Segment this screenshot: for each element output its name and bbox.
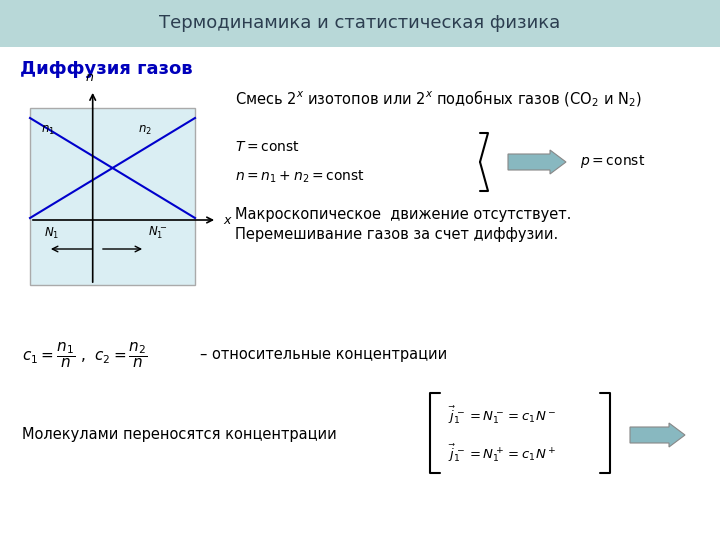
Text: $N_1^-$: $N_1^-$	[148, 225, 167, 241]
Text: $c_1 = \dfrac{n_1}{n}$ ,  $c_2 = \dfrac{n_2}{n}$: $c_1 = \dfrac{n_1}{n}$ , $c_2 = \dfrac{n…	[22, 340, 148, 370]
Text: Молекулами переносятся концентрации: Молекулами переносятся концентрации	[22, 428, 337, 442]
Text: Макроскопическое  движение отсутствует.: Макроскопическое движение отсутствует.	[235, 207, 572, 222]
Text: $\vec{j}_1^{\,-} = N_1^- = c_1 N^-$: $\vec{j}_1^{\,-} = N_1^- = c_1 N^-$	[448, 404, 557, 426]
Text: Перемешивание газов за счет диффузии.: Перемешивание газов за счет диффузии.	[235, 227, 558, 242]
Bar	[30, 108, 195, 285]
Text: Диффузия газов: Диффузия газов	[20, 60, 193, 78]
Text: $p = \mathrm{const}$: $p = \mathrm{const}$	[580, 153, 645, 171]
Text: $n = n_1 + n_2 = \mathrm{const}$: $n = n_1 + n_2 = \mathrm{const}$	[235, 169, 365, 185]
Text: – относительные концентрации: – относительные концентрации	[200, 348, 447, 362]
FancyArrow shape	[508, 150, 566, 174]
Text: $n$: $n$	[85, 71, 94, 84]
Text: $n_1$: $n_1$	[41, 124, 55, 137]
Text: $\vec{j}_1^{\,-} = N_1^+ = c_1 N^+$: $\vec{j}_1^{\,-} = N_1^+ = c_1 N^+$	[448, 442, 557, 464]
Text: Смесь $2^x$ изотопов или $2^x$ подобных газов (CO$_2$ и N$_2$): Смесь $2^x$ изотопов или $2^x$ подобных …	[235, 89, 642, 109]
Text: $x$: $x$	[223, 213, 233, 226]
Text: $n_2$: $n_2$	[138, 124, 152, 137]
Text: Термодинамика и статистическая физика: Термодинамика и статистическая физика	[159, 15, 561, 32]
Text: $T = \mathrm{const}$: $T = \mathrm{const}$	[235, 140, 300, 154]
FancyArrow shape	[630, 423, 685, 447]
Bar	[0, 0, 720, 47]
Text: $N_1$: $N_1$	[45, 226, 60, 240]
